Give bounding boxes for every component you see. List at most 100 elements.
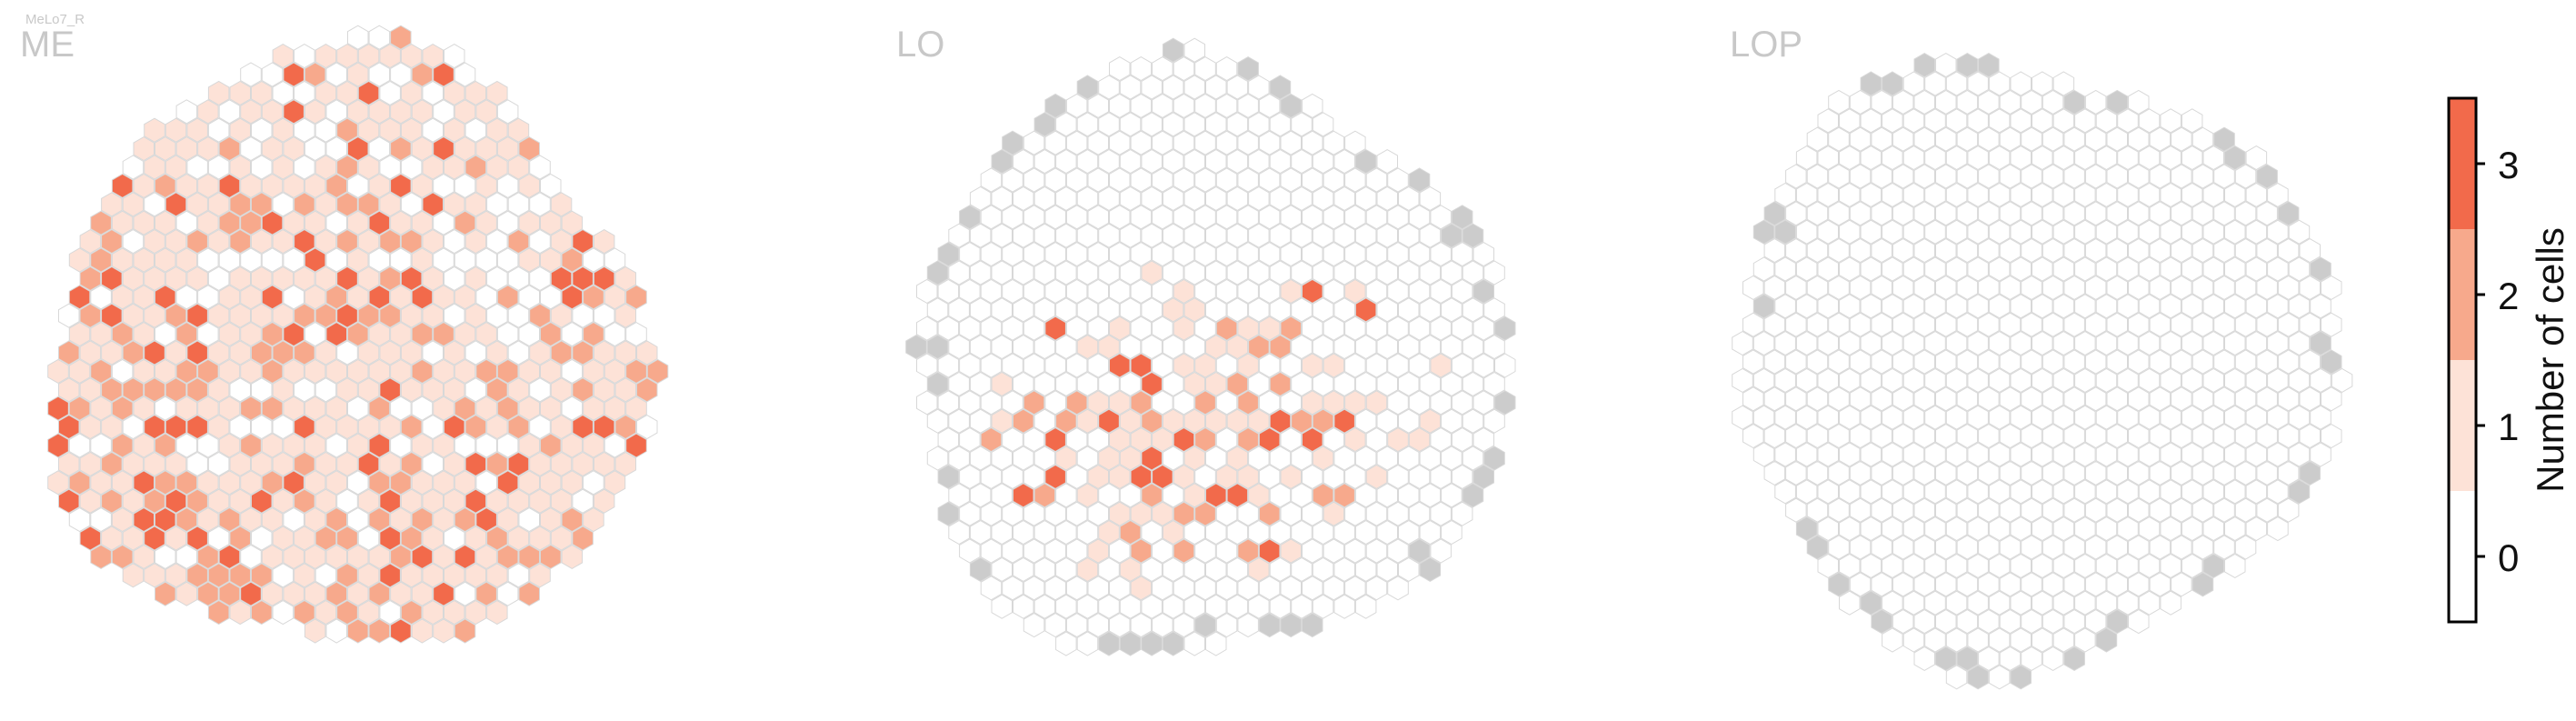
hex-cell — [1451, 464, 1473, 489]
hex-cell — [2032, 553, 2053, 578]
hex-cell — [561, 358, 584, 384]
hex-cell — [1945, 627, 1968, 653]
hex-cell — [1763, 460, 1786, 486]
hex-cell — [315, 117, 337, 143]
hex-cell — [507, 340, 530, 366]
hex-cell — [464, 600, 487, 626]
hex-cell — [980, 427, 1003, 453]
hex-cell — [68, 396, 91, 421]
hex-cell — [1215, 501, 1238, 526]
hex-cell — [1237, 501, 1259, 526]
hex-cell — [1098, 483, 1120, 508]
hex-cell — [144, 229, 165, 255]
hex-cell — [283, 285, 305, 310]
hex-cell — [1354, 594, 1377, 619]
hex-cell — [1817, 145, 1839, 171]
hex-cell — [625, 322, 647, 347]
hex-cell — [1430, 205, 1452, 230]
hex-cell — [433, 470, 454, 496]
hex-cell — [175, 173, 198, 198]
hex-cell — [197, 544, 219, 569]
hex-cell — [101, 229, 123, 255]
hex-cell — [1130, 538, 1153, 564]
hex-cell — [583, 285, 604, 310]
hex-cell — [2095, 182, 2118, 207]
hex-cell — [2234, 275, 2257, 300]
hex-cell — [1076, 446, 1099, 471]
hex-cell — [325, 247, 347, 273]
hex-cell — [1945, 442, 1968, 467]
hex-cell — [518, 285, 540, 310]
hex-cell — [2052, 479, 2075, 505]
hex-cell — [122, 451, 145, 476]
hex-cell — [1913, 424, 1935, 449]
hex-cell — [379, 229, 401, 255]
hex-cell — [1376, 335, 1398, 360]
hex-cell — [2160, 553, 2182, 578]
hex-cell — [1871, 609, 1892, 635]
hex-cell — [572, 526, 594, 551]
hex-cell — [1376, 371, 1398, 396]
hex-cell — [1302, 613, 1323, 638]
hex-cell — [2234, 497, 2257, 523]
hex-cell — [2149, 349, 2172, 375]
hex-cell — [315, 563, 337, 588]
hex-cell — [1087, 501, 1109, 526]
hex-cell — [2010, 479, 2032, 505]
hex-cell — [2117, 256, 2139, 282]
hex-cell — [1162, 408, 1184, 434]
hex-cell — [2181, 182, 2203, 207]
hex-cell — [390, 433, 412, 458]
hex-cell — [583, 358, 604, 384]
hex-cell — [2321, 275, 2342, 300]
hex-cell — [122, 303, 145, 328]
hex-cell — [422, 265, 444, 291]
hex-cell — [1978, 275, 2000, 300]
hex-cell — [1194, 427, 1216, 453]
hex-cell — [2138, 442, 2161, 467]
hex-cell — [315, 303, 337, 328]
hex-cell — [2288, 294, 2311, 319]
hex-cell — [1398, 483, 1420, 508]
hex-cell — [336, 155, 358, 180]
hex-cell — [294, 563, 315, 588]
hex-cell — [390, 62, 412, 87]
hex-cell — [496, 433, 519, 458]
hex-cell — [444, 229, 465, 255]
hex-cell — [2224, 256, 2246, 282]
hex-cell — [1473, 427, 1494, 453]
hex-cell — [529, 563, 551, 588]
hex-cell — [1483, 335, 1505, 360]
hex-cell — [444, 303, 465, 328]
hex-cell — [905, 335, 927, 360]
hex-cell — [294, 526, 315, 551]
hex-cell — [507, 377, 530, 403]
hex-cell — [1205, 335, 1227, 360]
hex-cell — [1882, 331, 1903, 356]
hex-cell — [1344, 167, 1366, 193]
hex-cell — [1269, 556, 1292, 582]
hex-cell — [980, 576, 1003, 601]
hex-cell — [2277, 424, 2300, 449]
hex-cell — [283, 173, 305, 198]
hex-cell — [444, 340, 465, 366]
hex-cell — [304, 581, 326, 606]
hex-cell — [101, 488, 123, 514]
hex-cell — [251, 377, 273, 403]
hex-cell — [2117, 219, 2139, 245]
hex-cell — [155, 544, 176, 569]
hex-cell — [1023, 315, 1045, 341]
hex-cell — [1162, 185, 1184, 211]
hex-cell — [2321, 312, 2342, 337]
hex-cell — [1945, 108, 1968, 134]
hex-cell — [2245, 294, 2268, 319]
hex-cell — [1839, 442, 1861, 467]
hex-cell — [444, 155, 465, 180]
hex-cell — [486, 155, 508, 180]
hex-cell — [1248, 223, 1270, 248]
hex-cell — [1023, 427, 1045, 453]
hex-cell — [2063, 201, 2085, 226]
hex-cell — [2256, 460, 2278, 486]
hex-cell — [507, 563, 530, 588]
hex-cell — [58, 488, 80, 514]
